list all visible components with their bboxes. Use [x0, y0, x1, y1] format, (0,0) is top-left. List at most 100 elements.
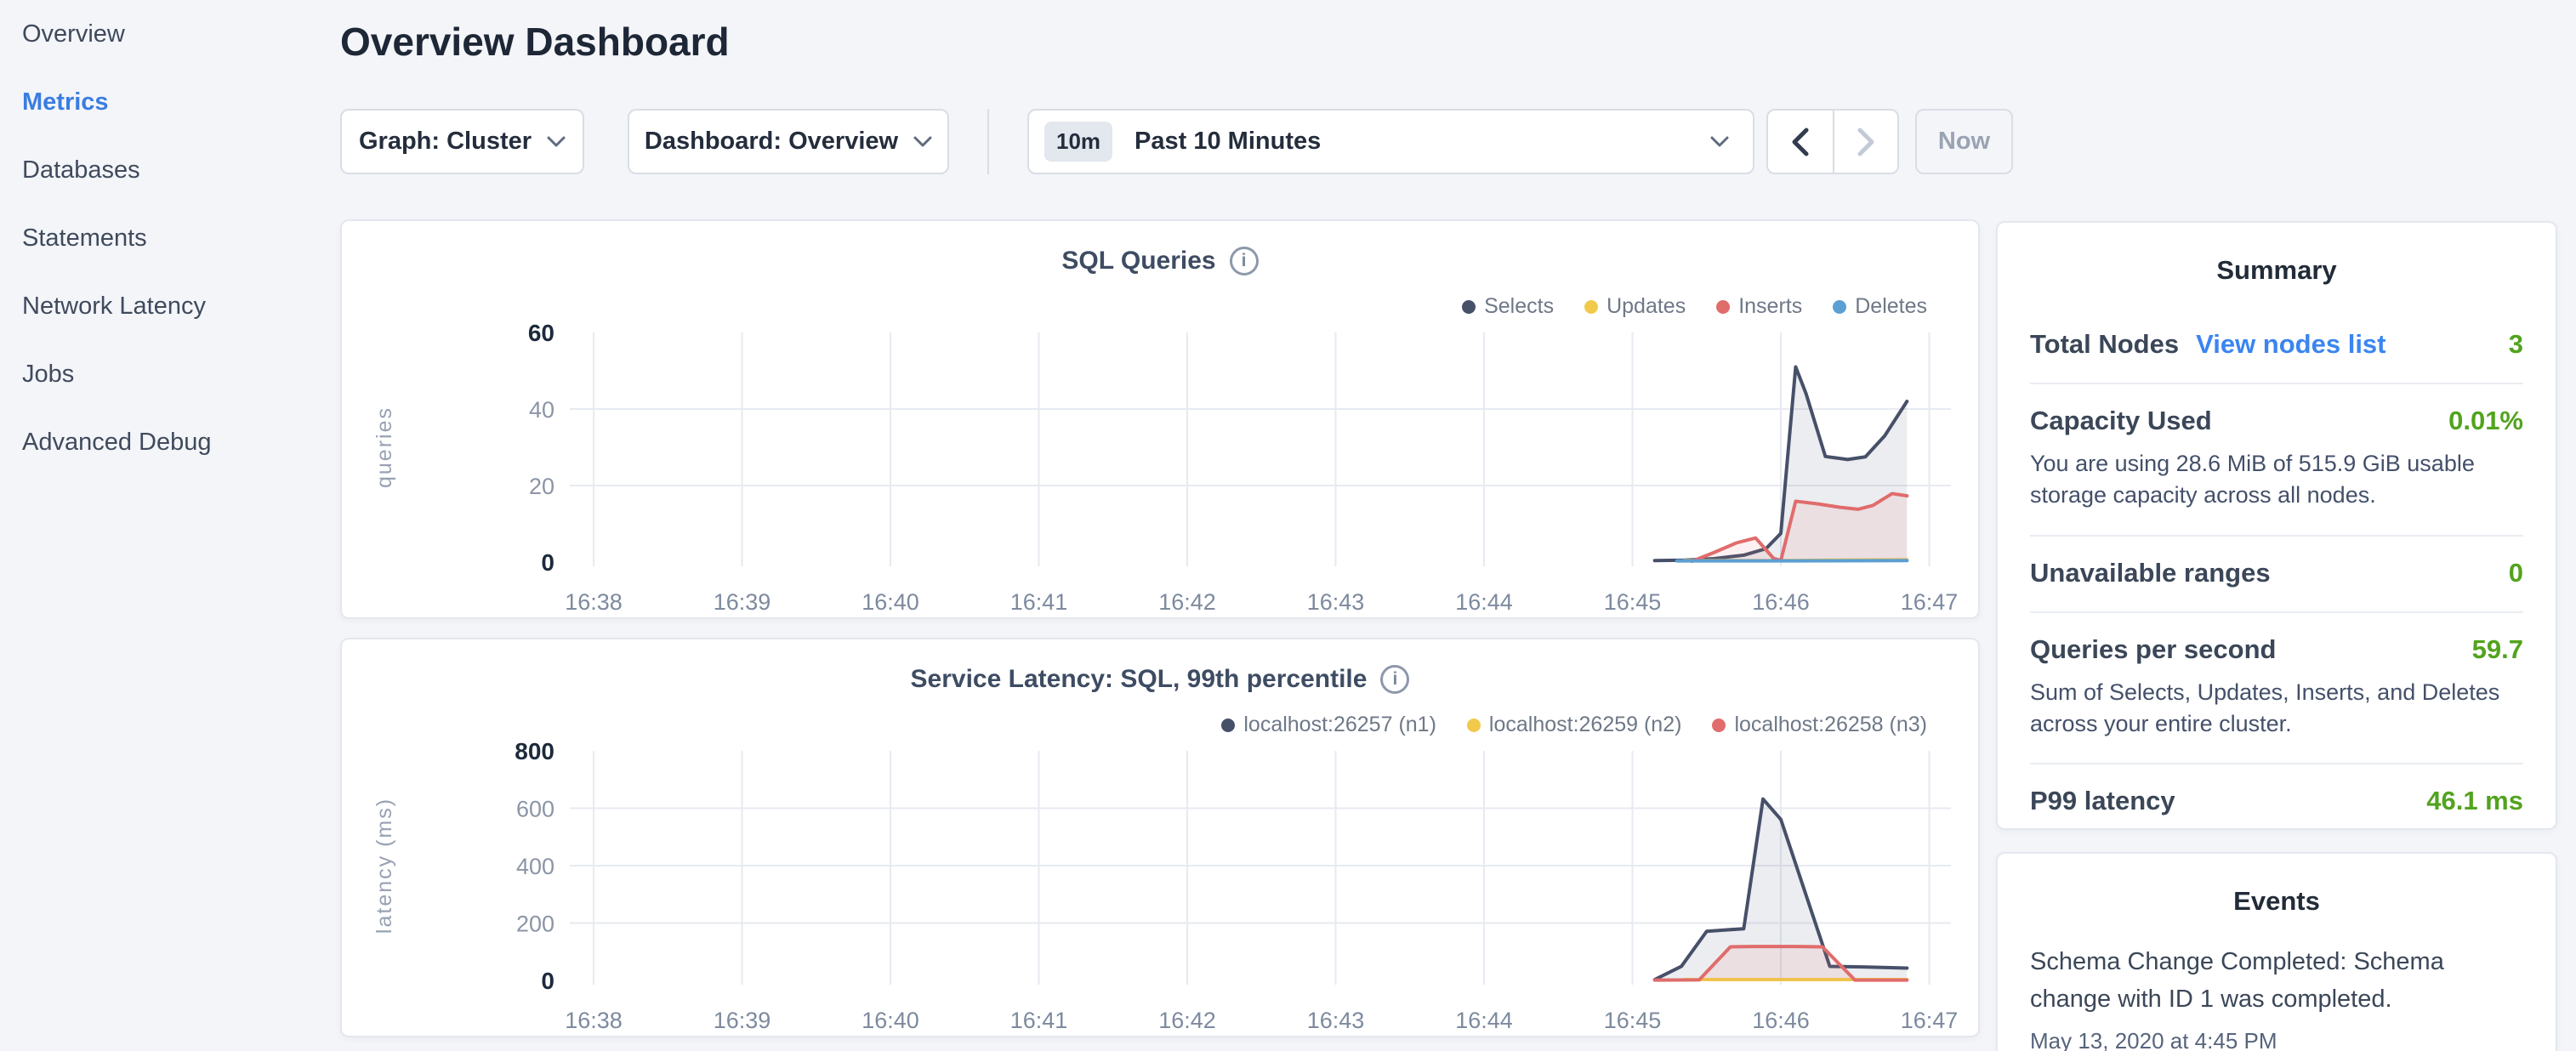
svg-text:16:46: 16:46	[1752, 589, 1810, 615]
svg-text:0: 0	[541, 968, 554, 994]
svg-text:800: 800	[515, 738, 554, 764]
summary-row: P99 latency 46.1 ms	[2030, 764, 2523, 839]
event-item[interactable]: Schema Change Completed: Schema change w…	[2030, 944, 2523, 1051]
dashboard-dropdown-label: Dashboard: Overview	[644, 128, 899, 155]
legend-item[interactable]: Selects	[1462, 294, 1554, 319]
sidebar-item-network-latency[interactable]: Network Latency	[22, 292, 206, 320]
events-title: Events	[2233, 886, 2320, 916]
events-panel: Events Schema Change Completed: Schema c…	[1996, 852, 2557, 1051]
page-title: Overview Dashboard	[340, 20, 730, 64]
now-button[interactable]: Now	[1915, 109, 2013, 174]
view-nodes-list-link[interactable]: View nodes list	[2196, 329, 2386, 359]
svg-text:60: 60	[528, 320, 554, 346]
summary-row-label: P99 latency	[2030, 786, 2175, 815]
legend-dot-icon	[1712, 718, 1726, 732]
sidebar-item-overview[interactable]: Overview	[22, 20, 125, 48]
dashboard-dropdown[interactable]: Dashboard: Overview	[628, 109, 949, 174]
summary-row-label: Queries per second	[2030, 633, 2277, 664]
sql-queries-plot[interactable]: 0 20 40 60 16:38 16:39 16:40 16:41 16:42 16:43 16:…	[342, 221, 1982, 621]
summary-row-label: Capacity Used	[2030, 406, 2212, 435]
legend-item[interactable]: Deletes	[1833, 294, 1927, 319]
summary-row: Total Nodes View nodes list 3	[2030, 308, 2523, 384]
summary-panel: Summary Total Nodes View nodes list 3 Capac…	[1996, 221, 2557, 830]
prev-time-button[interactable]	[1768, 111, 1833, 173]
svg-text:16:38: 16:38	[565, 589, 623, 615]
svg-text:40: 40	[529, 397, 554, 423]
graph-dropdown[interactable]: Graph: Cluster	[340, 109, 584, 174]
chevron-down-icon	[1710, 136, 1729, 148]
event-text: Schema Change Completed: Schema change w…	[2030, 948, 2444, 1013]
legend-dot-icon	[1462, 299, 1476, 314]
summary-row-value: 59.7	[2471, 633, 2523, 664]
svg-text:16:47: 16:47	[1901, 1008, 1959, 1033]
svg-text:16:38: 16:38	[565, 1008, 623, 1033]
sidebar-item-advanced-debug[interactable]: Advanced Debug	[22, 428, 212, 456]
chart-legend: localhost:26257 (n1) localhost:26259 (n2)…	[1221, 713, 1927, 737]
service-latency-chart-card: 0 200 400 600 800 16:38 16:39 16:40 16:41 16:42 16…	[340, 638, 1980, 1037]
svg-text:16:45: 16:45	[1604, 1008, 1662, 1033]
sidebar-nav: Overview Metrics Databases Statements Networ…	[0, 0, 340, 476]
svg-text:20: 20	[529, 474, 554, 499]
time-window-badge: 10m	[1044, 122, 1113, 162]
svg-text:16:47: 16:47	[1901, 589, 1959, 615]
service-latency-plot[interactable]: 0 200 400 600 800 16:38 16:39 16:40 16:41 16:42 16…	[342, 639, 1982, 1039]
legend-dot-icon	[1716, 299, 1731, 314]
summary-row-value: 46.1 ms	[2426, 786, 2523, 815]
svg-text:400: 400	[516, 854, 554, 879]
summary-row: Unavailable ranges 0	[2030, 537, 2523, 613]
time-window-label: Past 10 Minutes	[1134, 128, 1322, 155]
sidebar: Overview Metrics Databases Statements Networ…	[0, 0, 340, 1051]
summary-row-label: Unavailable ranges	[2030, 557, 2271, 588]
chart-title: Service Latency: SQL, 99th percentile	[910, 665, 1368, 693]
legend-item[interactable]: Updates	[1584, 294, 1686, 319]
controls-divider	[987, 109, 989, 174]
events-list: Schema Change Completed: Schema change w…	[2030, 944, 2523, 1051]
svg-text:200: 200	[516, 912, 554, 937]
svg-text:16:41: 16:41	[1010, 1008, 1068, 1033]
svg-text:latency (ms): latency (ms)	[372, 798, 396, 934]
summary-row-label: Total Nodes	[2030, 329, 2180, 359]
svg-text:16:44: 16:44	[1455, 589, 1513, 615]
legend-item[interactable]: localhost:26258 (n3)	[1712, 713, 1927, 737]
info-icon[interactable]: i	[1229, 247, 1259, 276]
legend-item[interactable]: localhost:26259 (n2)	[1466, 713, 1682, 737]
chart-legend: Selects Updates Inserts Deletes	[1462, 294, 1927, 319]
svg-text:16:46: 16:46	[1752, 1008, 1810, 1033]
legend-item[interactable]: localhost:26257 (n1)	[1221, 713, 1436, 737]
sidebar-item-statements[interactable]: Statements	[22, 224, 147, 252]
legend-label: Deletes	[1855, 294, 1927, 318]
svg-text:16:39: 16:39	[714, 589, 771, 615]
svg-text:16:40: 16:40	[862, 589, 919, 615]
time-window-selector[interactable]: 10m Past 10 Minutes	[1027, 109, 1754, 174]
info-icon[interactable]: i	[1380, 665, 1410, 694]
sidebar-item-databases[interactable]: Databases	[22, 156, 140, 184]
legend-dot-icon	[1833, 299, 1847, 314]
svg-text:16:44: 16:44	[1455, 1008, 1513, 1033]
legend-dot-icon	[1221, 718, 1236, 732]
summary-row-value: 3	[2508, 329, 2523, 359]
next-time-button[interactable]	[1833, 111, 1897, 173]
chart-header: Service Latency: SQL, 99th percentile i	[342, 665, 1978, 694]
legend-label: localhost:26259 (n2)	[1488, 713, 1682, 736]
sidebar-item-jobs[interactable]: Jobs	[22, 360, 75, 388]
legend-dot-icon	[1584, 299, 1599, 314]
graph-dropdown-label: Graph: Cluster	[358, 128, 532, 155]
svg-text:16:42: 16:42	[1158, 589, 1216, 615]
legend-label: localhost:26257 (n1)	[1243, 713, 1436, 736]
svg-text:16:40: 16:40	[862, 1008, 919, 1033]
svg-text:16:43: 16:43	[1307, 589, 1365, 615]
svg-text:16:43: 16:43	[1307, 1008, 1365, 1033]
now-button-label: Now	[1937, 128, 1991, 155]
summary-rows: Total Nodes View nodes list 3 Capacity Used…	[2030, 308, 2523, 839]
legend-item[interactable]: Inserts	[1716, 294, 1802, 319]
event-timestamp: May 13, 2020 at 4:45 PM	[2030, 1028, 2277, 1051]
chart-header: SQL Queries i	[342, 247, 1978, 276]
legend-label: Updates	[1606, 294, 1686, 318]
chevron-down-icon	[913, 136, 932, 148]
summary-row-description: You are using 28.6 MiB of 515.9 GiB usab…	[2030, 451, 2475, 508]
svg-text:600: 600	[516, 797, 554, 822]
sidebar-item-metrics[interactable]: Metrics	[22, 88, 109, 116]
summary-row-value: 0	[2508, 557, 2523, 588]
summary-row-description: Sum of Selects, Updates, Inserts, and De…	[2030, 679, 2500, 736]
legend-label: Inserts	[1738, 294, 1803, 318]
